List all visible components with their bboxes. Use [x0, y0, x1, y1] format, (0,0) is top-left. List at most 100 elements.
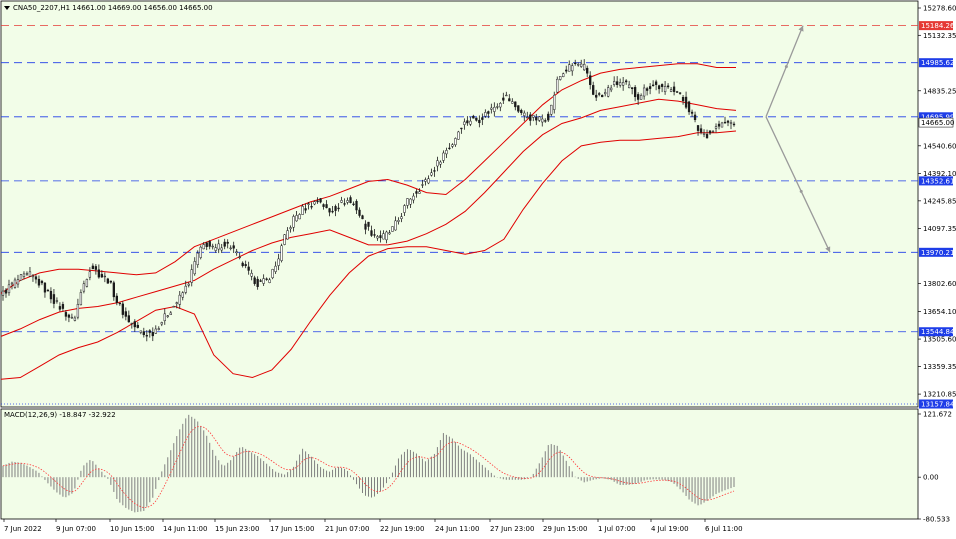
- macd-indicator: MACD(12,26,9) -18.847 -32.922 121.672 0.00…: [2, 411, 952, 524]
- bollinger-bands: [0, 63, 737, 380]
- candle-body: [193, 261, 196, 275]
- time-tick-label: 15 Jun 23:00: [215, 525, 259, 533]
- level-price-label[interactable]: [919, 327, 953, 337]
- candle-body: [43, 282, 47, 293]
- price-tick-label: 14097.35: [923, 225, 956, 233]
- candle-body: [669, 89, 673, 92]
- candle-body: [469, 120, 472, 125]
- candle-body: [19, 274, 23, 281]
- candle-body: [238, 256, 241, 259]
- candle-body: [127, 315, 130, 323]
- candle-body: [627, 84, 631, 89]
- candle-body: [274, 265, 277, 272]
- candle-body: [328, 208, 331, 213]
- candle-body: [262, 278, 265, 284]
- projection-arrows: [765, 25, 831, 253]
- candle-body: [484, 112, 487, 117]
- candle-body: [103, 275, 107, 278]
- price-tick-label: 14835.25: [923, 87, 956, 95]
- candle-body: [595, 94, 598, 98]
- candle-body: [648, 86, 652, 89]
- candle-body: [687, 101, 691, 113]
- candle-body: [367, 221, 370, 227]
- candle-body: [418, 191, 421, 194]
- candle-body: [334, 206, 337, 211]
- candle-body: [115, 295, 118, 303]
- candle-body: [340, 200, 343, 203]
- candle-body: [322, 204, 325, 207]
- candle-body: [502, 97, 505, 101]
- candle-body: [292, 216, 295, 228]
- candle-body: [592, 85, 595, 95]
- candle-body: [636, 94, 640, 100]
- level-price-text: 14352.61: [921, 177, 954, 185]
- candle-body: [199, 246, 202, 258]
- candle-body: [427, 178, 430, 184]
- candle-body: [430, 172, 433, 176]
- candle-body: [22, 273, 26, 277]
- candle-body: [10, 282, 14, 285]
- candle-body: [424, 179, 427, 182]
- candle-body: [415, 191, 418, 194]
- candle-body: [403, 205, 406, 213]
- price-tick-label: 14392.10: [923, 170, 956, 178]
- candle-body: [361, 215, 364, 220]
- candle-body: [166, 315, 169, 317]
- candle-body: [259, 280, 262, 282]
- candle-body: [82, 283, 86, 292]
- candle-body: [445, 150, 448, 155]
- candle-body: [651, 84, 655, 86]
- candle-body: [610, 87, 613, 91]
- collapse-triangle-icon[interactable]: [4, 6, 10, 10]
- price-tick-label: 14540.60: [923, 142, 956, 150]
- candle-body: [112, 282, 115, 298]
- level-price-text: 13544.84: [921, 328, 955, 336]
- level-price-label[interactable]: [919, 247, 953, 257]
- candle-body: [451, 144, 454, 147]
- candle-body: [208, 241, 211, 247]
- candle-body: [61, 304, 65, 309]
- candle-body: [523, 112, 526, 116]
- candle-body: [568, 64, 571, 72]
- candle-body: [642, 87, 646, 97]
- candle-body: [91, 265, 95, 270]
- candle-body: [433, 170, 436, 172]
- candle-body: [304, 208, 307, 211]
- macd-tick-label: 0.00: [923, 474, 939, 482]
- level-price-label[interactable]: [919, 21, 953, 31]
- level-price-label[interactable]: [919, 58, 953, 68]
- candle-body: [31, 275, 35, 278]
- level-price-text: 15184.26: [921, 22, 955, 30]
- candle-body: [217, 243, 220, 250]
- candle-body: [517, 105, 520, 112]
- candle-body: [370, 230, 373, 236]
- candle-body: [172, 306, 175, 308]
- candle-body: [436, 160, 439, 167]
- candle-body: [553, 94, 556, 110]
- main-panel[interactable]: [0, 0, 919, 408]
- candle-body: [544, 120, 547, 122]
- candle-body: [16, 279, 20, 285]
- candle-body: [313, 201, 316, 205]
- macd-panel[interactable]: [0, 408, 919, 520]
- candle-body: [7, 284, 11, 294]
- level-price-text: 13157.84: [921, 401, 955, 409]
- candle-body: [295, 215, 298, 222]
- macd-tick-label: 121.672: [923, 411, 952, 419]
- candle-body: [439, 161, 442, 165]
- level-price-label[interactable]: [919, 176, 953, 186]
- candle-body: [657, 85, 661, 90]
- candle-body: [319, 198, 322, 203]
- candle-body: [118, 302, 121, 305]
- level-price-label[interactable]: [919, 399, 953, 409]
- candle-body: [711, 131, 715, 133]
- candle-body: [124, 311, 127, 317]
- candle-body: [85, 279, 89, 287]
- candle-body: [421, 184, 424, 186]
- candle-body: [379, 235, 382, 239]
- candle-body: [565, 69, 568, 72]
- level-price-label[interactable]: [919, 112, 953, 122]
- candle-body: [613, 81, 616, 85]
